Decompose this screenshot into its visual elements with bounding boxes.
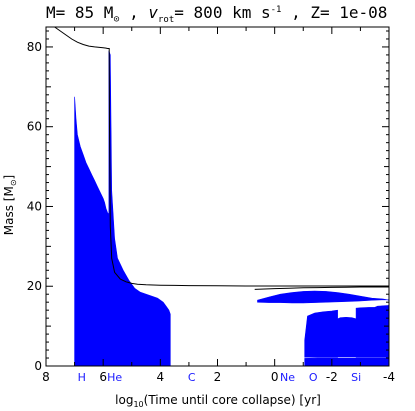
chart-title: M= 85 M⊙ , vrot= 800 km s-1 , Z= 1e-08 bbox=[46, 3, 387, 25]
line-helium-core-mass bbox=[254, 286, 389, 290]
y-tick-label: 60 bbox=[27, 120, 42, 134]
zone-core-hydrogen-burning bbox=[74, 96, 110, 367]
title-velocity: = 800 km s bbox=[174, 3, 270, 22]
ylabel-sun-symbol: ⊙ bbox=[9, 179, 18, 186]
burning-label-ne: Ne bbox=[280, 371, 295, 384]
title-rot: rot bbox=[158, 15, 174, 25]
burning-label-h: H bbox=[78, 371, 86, 384]
x-axis-label: log10(Time until core collapse) [yr] bbox=[115, 393, 321, 409]
y-tick-label: 20 bbox=[27, 279, 42, 293]
y-axis-label: Mass [M⊙] bbox=[2, 175, 18, 235]
xlabel-subscript: 10 bbox=[133, 400, 143, 409]
burning-label-he: He bbox=[107, 371, 122, 384]
y-tick-label: 0 bbox=[34, 359, 42, 373]
y-tick-label: 40 bbox=[27, 199, 42, 213]
line-total-mass bbox=[54, 26, 389, 287]
xlabel-text: (Time until core collapse) [yr] bbox=[144, 393, 321, 407]
zone-oxygen-shell-burning bbox=[304, 309, 338, 358]
title-sep: , bbox=[119, 3, 148, 22]
x-tick-label: 6 bbox=[99, 370, 107, 384]
zone-oxygen-shell-burning-2 bbox=[355, 305, 390, 358]
title-mass: M= 85 M bbox=[46, 3, 113, 22]
burning-stage-labels: H He C Ne O Si bbox=[78, 371, 362, 384]
title-v: v bbox=[148, 3, 158, 22]
burning-label-o: O bbox=[309, 371, 318, 384]
x-tick-label: 2 bbox=[214, 370, 222, 384]
zone-oxygen-shell-burning-3 bbox=[337, 316, 357, 358]
zone-late-core-burning bbox=[304, 357, 390, 367]
convective-zones bbox=[74, 50, 390, 367]
ylabel-close: ] bbox=[2, 175, 16, 180]
x-tick-label: -4 bbox=[383, 370, 395, 384]
axis-ticks bbox=[45, 27, 390, 367]
xlabel-log: log bbox=[115, 393, 133, 407]
title-sun-symbol: ⊙ bbox=[113, 14, 119, 25]
title-metallicity: , Z= 1e-08 bbox=[281, 3, 387, 22]
x-tick-label: 0 bbox=[271, 370, 279, 384]
ylabel-text: Mass [M bbox=[2, 186, 16, 235]
zone-core-helium-burning bbox=[108, 50, 171, 367]
zone-carbon-shell-burning bbox=[257, 290, 390, 304]
x-tick-label: 4 bbox=[157, 370, 165, 384]
title-exponent: -1 bbox=[271, 5, 282, 15]
burning-label-c: C bbox=[188, 371, 196, 384]
x-tick-label: -2 bbox=[326, 370, 338, 384]
mass-lines bbox=[54, 26, 389, 290]
burning-label-si: Si bbox=[351, 371, 361, 384]
y-tick-label: 80 bbox=[27, 40, 42, 54]
x-tick-label: 8 bbox=[42, 370, 50, 384]
